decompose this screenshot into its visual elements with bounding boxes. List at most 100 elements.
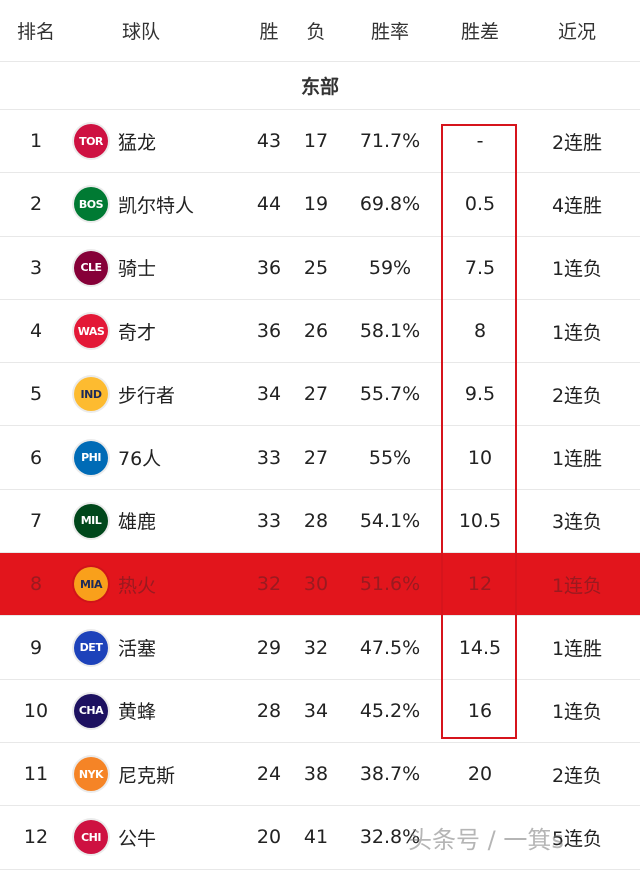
rank-cell: 10 (23, 699, 49, 722)
wins-cell: 36 (256, 320, 282, 343)
rank-cell: 9 (29, 636, 43, 659)
pct-cell: 55.7% (359, 383, 421, 406)
streak-cell: 1连负 (551, 321, 603, 344)
header-rank: 排名 (16, 21, 55, 43)
gb-cell: 20 (467, 763, 493, 786)
rank-cell: 5 (29, 383, 43, 406)
team-name: 公牛 (118, 827, 157, 850)
team-row[interactable]: 3 CLE 骑士 36 25 59% 7.5 1连负 (0, 237, 640, 300)
pct-cell: 58.1% (359, 320, 421, 343)
rank-cell: 2 (29, 193, 43, 216)
team-cell: BOS 凯尔特人 (72, 187, 240, 222)
pct-cell: 47.5% (359, 636, 421, 659)
losses-cell: 28 (303, 509, 329, 532)
rank-cell: 8 (29, 573, 43, 596)
wins-cell: 32 (256, 573, 282, 596)
pct-cell: 71.7% (359, 130, 421, 153)
header-wins: 胜 (259, 21, 279, 43)
team-logo-icon: MIL (74, 503, 108, 538)
team-cell: PHI 76人 (72, 440, 240, 475)
team-row[interactable]: 12 CHI 公牛 20 41 32.8% 5连负 (0, 806, 640, 870)
team-row[interactable]: 2 BOS 凯尔特人 44 19 69.8% 0.5 4连胜 (0, 173, 640, 237)
pct-cell: 69.8% (359, 193, 421, 216)
wins-cell: 36 (256, 256, 282, 279)
wins-cell: 20 (256, 826, 282, 849)
losses-cell: 26 (303, 320, 329, 343)
team-name: 黄蜂 (118, 701, 157, 724)
rank-cell: 12 (23, 826, 49, 849)
streak-cell: 1连胜 (551, 448, 603, 471)
wins-cell: 33 (256, 446, 282, 469)
wins-cell: 29 (256, 636, 282, 659)
gb-cell: 14.5 (458, 636, 502, 659)
team-name: 凯尔特人 (118, 194, 195, 217)
wins-cell: 43 (256, 130, 282, 153)
rank-cell: 4 (29, 320, 43, 343)
losses-cell: 25 (303, 256, 329, 279)
gb-cell: 10 (467, 446, 493, 469)
pct-cell: 54.1% (359, 509, 421, 532)
team-cell: CHA 黄蜂 (72, 693, 240, 728)
team-logo-icon: PHI (74, 440, 108, 475)
team-cell: NYK 尼克斯 (72, 757, 240, 792)
rank-cell: 1 (29, 130, 43, 153)
conference-label: 东部 (0, 62, 640, 110)
header-streak: 近况 (557, 21, 596, 43)
pct-cell: 45.2% (359, 699, 421, 722)
streak-cell: 1连负 (551, 574, 603, 597)
standings-list: 1 TOR 猛龙 43 17 71.7% -2连胜 2 BOS 凯尔特人 44 19 69.8% 0.5 4… (0, 110, 640, 870)
gb-cell: 10.5 (458, 509, 502, 532)
gb-cell: 7.5 (464, 256, 496, 279)
team-row[interactable]: 11 NYK 尼克斯 24 38 38.7% 20 2连负 (0, 743, 640, 807)
rank-cell: 6 (29, 446, 43, 469)
wins-cell: 28 (256, 699, 282, 722)
header-team: 球队 (121, 21, 160, 43)
header-gb: 胜差 (460, 21, 499, 43)
gb-cell: 0.5 (464, 193, 496, 216)
streak-cell: 3连负 (551, 511, 603, 534)
rank-cell: 7 (29, 509, 43, 532)
team-row[interactable]: 4 WAS 奇才 36 26 58.1% 8 1连负 (0, 300, 640, 364)
team-name: 奇才 (118, 321, 157, 344)
streak-cell: 2连负 (551, 764, 603, 787)
team-name: 步行者 (118, 384, 176, 407)
gb-cell: 9.5 (464, 383, 496, 406)
streak-cell: 4连胜 (551, 194, 603, 217)
team-logo-icon: CLE (74, 250, 108, 285)
team-cell: CHI 公牛 (72, 820, 240, 855)
losses-cell: 41 (303, 826, 329, 849)
watermark: 头条号 / 一箕s (408, 826, 564, 854)
team-row[interactable]: 6 PHI 76人 33 27 55% 10 1连胜 (0, 426, 640, 490)
team-row[interactable]: 5 IND 步行者 34 27 55.7% 9.5 2连负 (0, 363, 640, 427)
gb-cell: 8 (473, 320, 487, 343)
team-cell: MIL 雄鹿 (72, 503, 240, 538)
team-logo-icon: TOR (74, 124, 108, 159)
team-row[interactable]: 10 CHA 黄蜂 28 34 45.2% 16 1连负 (0, 680, 640, 743)
team-cell: CLE 骑士 (72, 250, 240, 285)
team-row[interactable]: 1 TOR 猛龙 43 17 71.7% - 2连胜 (0, 110, 640, 174)
team-name: 雄鹿 (118, 511, 157, 534)
team-logo-icon: BOS (74, 187, 108, 222)
team-logo-icon: DET (74, 630, 108, 665)
pct-cell: 59% (368, 256, 412, 279)
losses-cell: 17 (303, 130, 329, 153)
team-cell: MIA 热火 (72, 567, 240, 602)
losses-cell: 38 (303, 763, 329, 786)
losses-cell: 19 (303, 193, 329, 216)
streak-cell: 5连负 (551, 827, 603, 850)
team-row[interactable]: 9 DET 活塞 29 32 47.5% 14.5 1连胜 (0, 616, 640, 680)
losses-cell: 34 (303, 699, 329, 722)
team-name: 骑士 (118, 258, 157, 281)
header-pct: 胜率 (370, 21, 409, 43)
team-row[interactable]: 7 MIL 雄鹿 33 28 54.1% 10.5 3连负 (0, 490, 640, 554)
team-logo-icon: MIA (74, 567, 108, 602)
streak-cell: 1连负 (551, 701, 603, 724)
streak-cell: 1连负 (551, 258, 603, 281)
losses-cell: 30 (303, 573, 329, 596)
rank-cell: 3 (29, 256, 43, 279)
gb-cell: 12 (467, 573, 493, 596)
pct-cell: 32.8% (359, 826, 421, 849)
pct-cell: 51.6% (359, 573, 421, 596)
streak-cell: 1连胜 (551, 638, 603, 661)
team-row[interactable]: 8 MIA 热火 32 30 51.6% 12 1连负 (0, 553, 640, 617)
